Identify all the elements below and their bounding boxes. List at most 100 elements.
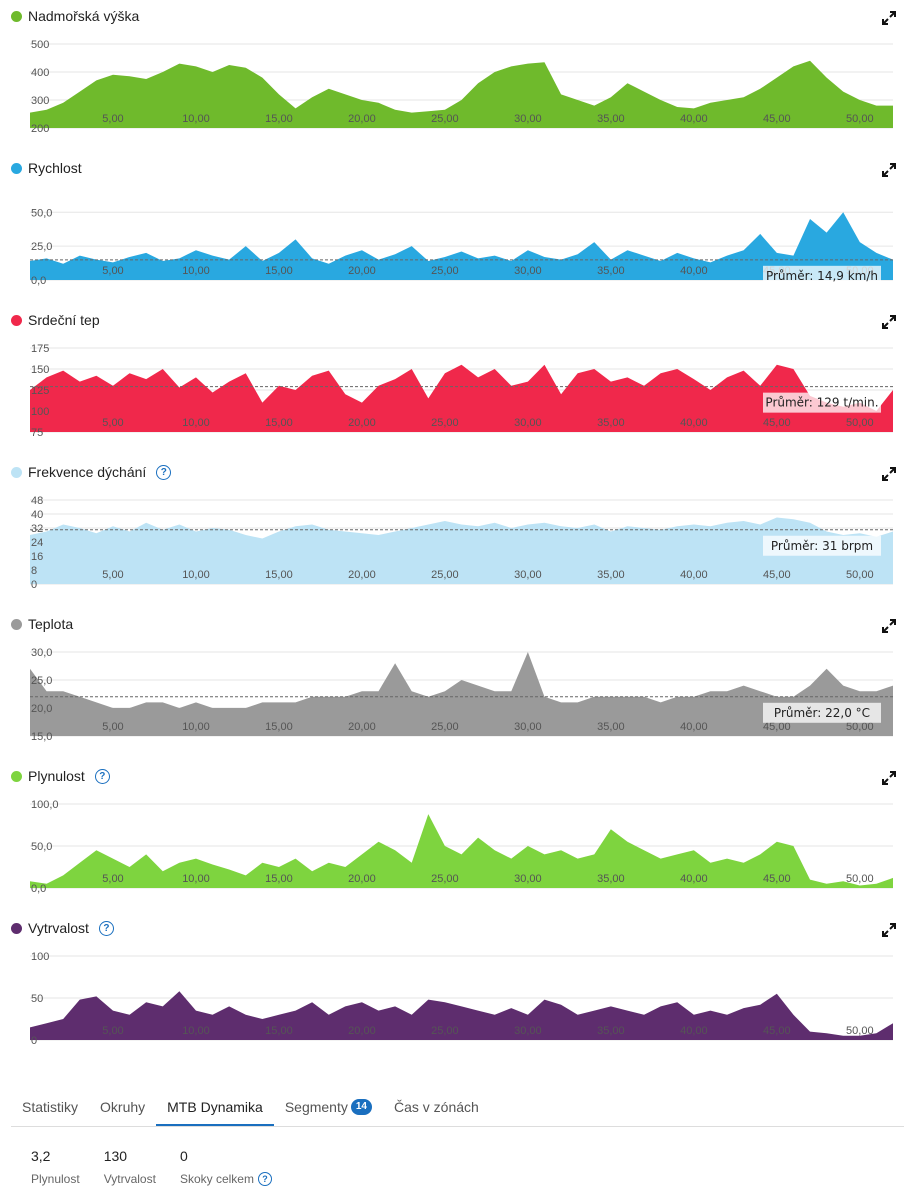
y-tick-label: 150: [31, 364, 49, 376]
x-tick-label: 15,00: [265, 721, 293, 733]
tab-label: Segmenty: [284, 1099, 348, 1115]
x-tick-label: 10,00: [182, 1025, 210, 1037]
legend-dot-icon: [11, 618, 22, 630]
y-tick-label: 24: [31, 537, 43, 549]
chart-header: Vytrvalost?: [11, 918, 114, 938]
chart-header: Rychlost: [11, 158, 82, 178]
x-tick-label: 15,00: [265, 873, 293, 885]
x-tick-label: 20,00: [348, 1025, 376, 1037]
stat-label: Vytrvalost: [103, 1172, 156, 1186]
x-tick-label: 30,00: [514, 721, 542, 733]
x-tick-label: 35,00: [597, 113, 625, 125]
x-tick-label: 45,00: [763, 721, 791, 733]
chart-panel-temp: Teplota 15,0 20,0 25,0 30,0 5,00 10,00 15,00 20,…: [0, 608, 911, 760]
chart-header: Frekvence dýchání?: [11, 462, 172, 482]
x-tick-label: 40,00: [680, 569, 708, 581]
tab-mtb-dynamika[interactable]: MTB Dynamika: [156, 1090, 274, 1126]
x-tick-label: 5,00: [102, 1025, 123, 1037]
expand-icon[interactable]: [881, 10, 897, 26]
x-tick-label: 40,00: [680, 265, 708, 277]
y-tick-label: 100: [31, 951, 49, 963]
chart-svg: 15,0 20,0 25,0 30,0 5,00 10,00 15,00 20,00 25,00…: [30, 647, 893, 743]
x-tick-label: 30,00: [514, 265, 542, 277]
stat-plynulost: 3,2 Plynulost: [31, 1148, 80, 1186]
chart-svg: 0,0 25,0 50,0 5,00 10,00 15,00 20,00 25,00 30,00…: [30, 207, 893, 287]
x-tick-label: 20,00: [348, 265, 376, 277]
x-tick-label: 50,00: [846, 113, 874, 125]
stat-vytrvalost: 130 Vytrvalost: [104, 1148, 156, 1186]
tab-segmenty[interactable]: Segmenty 14: [274, 1090, 383, 1124]
help-icon[interactable]: ?: [257, 1172, 272, 1186]
x-tick-label: 50,00: [846, 873, 874, 885]
y-tick-label: 300: [31, 95, 49, 107]
chart-header: Srdeční tep: [11, 310, 100, 330]
help-icon[interactable]: ?: [98, 920, 114, 936]
x-tick-label: 5,00: [102, 417, 123, 429]
chart-header: Plynulost?: [11, 766, 110, 786]
series-area-flow: [30, 814, 893, 888]
tab-okruhy[interactable]: Okruhy: [89, 1090, 156, 1124]
expand-icon[interactable]: [881, 618, 897, 634]
x-tick-label: 15,00: [265, 569, 293, 581]
x-tick-label: 20,00: [348, 417, 376, 429]
x-tick-label: 50,00: [846, 569, 874, 581]
x-tick-label: 35,00: [597, 569, 625, 581]
legend-dot-icon: [11, 162, 22, 174]
help-icon[interactable]: ?: [156, 464, 172, 480]
x-tick-label: 50,00: [846, 1025, 874, 1037]
average-label-box: [763, 702, 881, 723]
expand-icon[interactable]: [881, 466, 897, 482]
stat-value: 0: [179, 1148, 188, 1164]
y-tick-label: 100: [31, 406, 49, 418]
average-label-box: [763, 535, 881, 556]
tab-cas-v-zonach[interactable]: Čas v zónách: [383, 1090, 490, 1124]
y-tick-label: 0,0: [31, 275, 46, 287]
series-area-elev: [30, 60, 893, 128]
y-tick-label: 200: [31, 123, 49, 135]
expand-icon[interactable]: [881, 770, 897, 786]
x-tick-label: 30,00: [514, 569, 542, 581]
x-tick-label: 40,00: [680, 113, 708, 125]
x-tick-label: 20,00: [348, 721, 376, 733]
y-tick-label: 175: [31, 343, 49, 355]
x-tick-label: 15,00: [265, 265, 293, 277]
chart-svg: 0 50 100 5,00 10,00 15,00 20,00 25,00 30,00 35,00…: [30, 951, 893, 1047]
x-tick-label: 35,00: [597, 721, 625, 733]
chart-title: Srdeční tep: [28, 312, 100, 328]
x-tick-label: 10,00: [182, 417, 210, 429]
legend-dot-icon: [11, 770, 22, 782]
series-area-endur: [30, 991, 893, 1040]
expand-icon[interactable]: [881, 922, 897, 938]
stat-label: Plynulost: [31, 1172, 80, 1186]
x-tick-label: 30,00: [514, 113, 542, 125]
x-tick-label: 10,00: [182, 569, 210, 581]
legend-dot-icon: [11, 10, 22, 22]
help-icon[interactable]: ?: [94, 768, 110, 784]
average-label: Průměr: 22,0 °C: [774, 706, 870, 720]
y-tick-label: 25,0: [31, 241, 52, 253]
chart-panel-hr: Srdeční tep 75 100 125 150 175 5,00 10,00 15,00 2…: [0, 304, 911, 456]
legend-dot-icon: [11, 922, 22, 934]
x-tick-label: 15,00: [265, 1025, 293, 1037]
segment-count-badge: 14: [350, 1099, 372, 1115]
chart-panel-resp: Frekvence dýchání? 0 8 16 24 32 40 48 5,00 10,00 1…: [0, 456, 911, 608]
x-tick-label: 45,00: [763, 1025, 791, 1037]
tab-label: Statistiky: [22, 1099, 79, 1115]
tab-label: MTB Dynamika: [167, 1099, 263, 1115]
expand-icon[interactable]: [881, 314, 897, 330]
x-tick-label: 50,00: [846, 721, 874, 733]
x-tick-label: 25,00: [431, 721, 459, 733]
expand-icon[interactable]: [881, 162, 897, 178]
tab-label: Čas v zónách: [394, 1099, 479, 1115]
x-tick-label: 30,00: [514, 417, 542, 429]
y-tick-label: 48: [31, 495, 43, 507]
y-tick-label: 0: [31, 579, 37, 591]
x-tick-label: 25,00: [431, 265, 459, 277]
tab-statistiky[interactable]: Statistiky: [11, 1090, 89, 1124]
chart-title: Frekvence dýchání: [28, 464, 147, 480]
average-label: Průměr: 31 brpm: [771, 539, 873, 553]
y-tick-label: 15,0: [31, 731, 52, 743]
series-area-resp: [30, 517, 893, 584]
average-label: Průměr: 129 t/min.: [765, 396, 878, 410]
chart-header: Nadmořská výška: [11, 6, 139, 26]
